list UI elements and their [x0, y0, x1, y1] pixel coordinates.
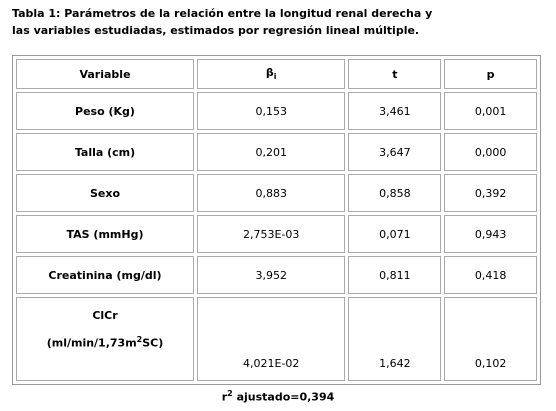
- header-text: β: [265, 66, 274, 80]
- value-cell: 2,753E-03: [197, 215, 346, 253]
- value-cell: 0,071: [348, 215, 442, 253]
- value-cell: 0,102: [444, 297, 537, 381]
- row-label: Talla (cm): [16, 133, 194, 171]
- value-cell: 3,647: [348, 133, 442, 171]
- value-cell: 0,153: [197, 92, 346, 130]
- caption: Tabla 1: Parámetros de la relación entre…: [12, 5, 432, 39]
- table-row: Creatinina (mg/dl) 3,952 0,811 0,418: [16, 256, 537, 294]
- row-label: TAS (mmHg): [16, 215, 194, 253]
- footer-text: ajustado=0,394: [232, 390, 335, 404]
- value-cell: 0,811: [348, 256, 442, 294]
- table-body: Variable βi t p Peso (Kg) 0,153 3,461 0,001…: [16, 59, 537, 381]
- header-cell: Variable: [16, 59, 194, 89]
- header-row: Variable βi t p: [16, 59, 537, 89]
- header-cell: βi: [197, 59, 346, 89]
- row-label: Sexo: [16, 174, 194, 212]
- table-row: Talla (cm) 0,201 3,647 0,000: [16, 133, 537, 171]
- value-cell: 1,642: [348, 297, 442, 381]
- value-cell: 3,461: [348, 92, 442, 130]
- footer-superscript: 2: [227, 389, 233, 398]
- value-cell: 0,000: [444, 133, 537, 171]
- row-label: ClCr (ml/min/1,73m2SC): [16, 297, 194, 381]
- footer-text: r: [221, 390, 228, 404]
- value-cell: 0,201: [197, 133, 346, 171]
- value-cell: 0,001: [444, 92, 537, 130]
- header-cell: t: [348, 59, 442, 89]
- label-line: ClCr: [92, 309, 118, 322]
- label-text: (ml/min/1,73m: [46, 336, 137, 350]
- table-row: TAS (mmHg) 2,753E-03 0,071 0,943: [16, 215, 537, 253]
- row-label: Creatinina (mg/dl): [16, 256, 194, 294]
- table: Variable βi t p Peso (Kg) 0,153 3,461 0,001…: [12, 55, 541, 385]
- table-row: Sexo 0,883 0,858 0,392: [16, 174, 537, 212]
- label-text: SC): [142, 336, 164, 350]
- value-cell: 0,943: [444, 215, 537, 253]
- value-cell: 0,392: [444, 174, 537, 212]
- value-cell: 0,858: [348, 174, 442, 212]
- value-cell: 3,952: [197, 256, 346, 294]
- table-row: ClCr (ml/min/1,73m2SC) 4,021E-02 1,642 0,102: [16, 297, 537, 381]
- value-cell: 4,021E-02: [197, 297, 346, 381]
- header-subscript: i: [273, 72, 277, 82]
- footer: r2 ajustado=0,394: [0, 389, 556, 404]
- value-cell: 0,418: [444, 256, 537, 294]
- value-cell: 0,883: [197, 174, 346, 212]
- label-line: (ml/min/1,73m2SC): [21, 328, 189, 356]
- label-superscript: 2: [136, 335, 143, 344]
- row-label: Peso (Kg): [16, 92, 194, 130]
- caption-line: las variables estudiadas, estimados por …: [12, 24, 420, 37]
- table-row: Peso (Kg) 0,153 3,461 0,001: [16, 92, 537, 130]
- caption-line: Tabla 1: Parámetros de la relación entre…: [12, 7, 433, 20]
- header-cell: p: [444, 59, 537, 89]
